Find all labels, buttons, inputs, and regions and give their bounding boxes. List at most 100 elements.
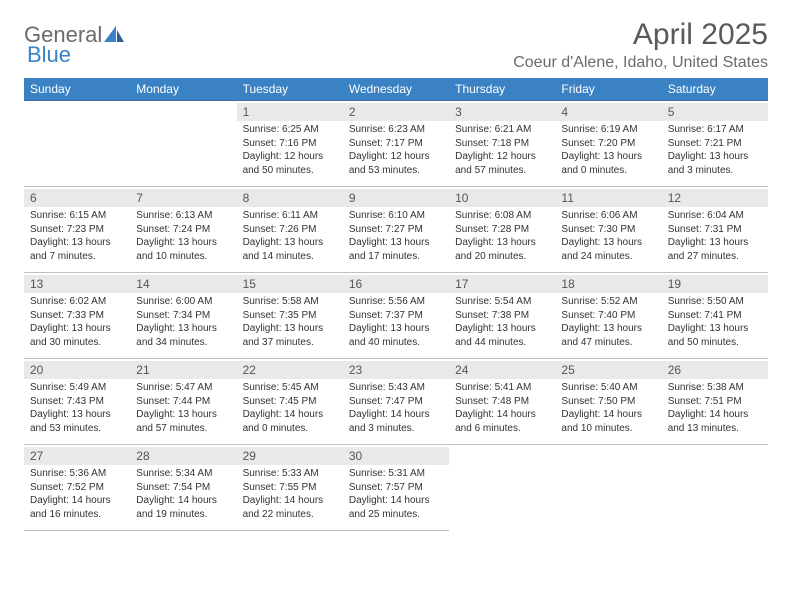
sunrise-line: Sunrise: 5:56 AM: [349, 296, 425, 307]
day-number: 19: [662, 275, 768, 293]
month-title: April 2025: [513, 18, 768, 52]
day-number: 10: [449, 189, 555, 207]
day-number: 23: [343, 361, 449, 379]
location: Coeur d'Alene, Idaho, United States: [513, 54, 768, 72]
day-details: Sunrise: 5:52 AMSunset: 7:40 PMDaylight:…: [561, 295, 655, 349]
daylight-line: Daylight: 13 hours and 24 minutes.: [561, 237, 642, 262]
day-cell: 6Sunrise: 6:15 AMSunset: 7:23 PMDaylight…: [24, 187, 130, 273]
day-cell: 17Sunrise: 5:54 AMSunset: 7:38 PMDayligh…: [449, 273, 555, 359]
logo-text-2: Blue: [27, 42, 71, 68]
sunrise-line: Sunrise: 5:38 AM: [668, 382, 744, 393]
day-number: 30: [343, 447, 449, 465]
day-number: 18: [555, 275, 661, 293]
sunset-line: Sunset: 7:27 PM: [349, 224, 423, 235]
sunrise-line: Sunrise: 5:54 AM: [455, 296, 531, 307]
day-cell: 16Sunrise: 5:56 AMSunset: 7:37 PMDayligh…: [343, 273, 449, 359]
sunset-line: Sunset: 7:16 PM: [243, 138, 317, 149]
day-number: 12: [662, 189, 768, 207]
daylight-line: Daylight: 13 hours and 0 minutes.: [561, 151, 642, 176]
sunrise-line: Sunrise: 5:50 AM: [668, 296, 744, 307]
daylight-line: Daylight: 13 hours and 27 minutes.: [668, 237, 749, 262]
weekday-header-row: Sunday Monday Tuesday Wednesday Thursday…: [24, 78, 768, 101]
weekday-header: Thursday: [449, 78, 555, 101]
header: General April 2025 Coeur d'Alene, Idaho,…: [24, 18, 768, 72]
sunrise-line: Sunrise: 5:58 AM: [243, 296, 319, 307]
weekday-header: Friday: [555, 78, 661, 101]
day-cell: 8Sunrise: 6:11 AMSunset: 7:26 PMDaylight…: [237, 187, 343, 273]
sunrise-line: Sunrise: 5:41 AM: [455, 382, 531, 393]
daylight-line: Daylight: 14 hours and 25 minutes.: [349, 495, 430, 520]
day-number: 11: [555, 189, 661, 207]
daylight-line: Daylight: 13 hours and 17 minutes.: [349, 237, 430, 262]
day-cell: 14Sunrise: 6:00 AMSunset: 7:34 PMDayligh…: [130, 273, 236, 359]
sunrise-line: Sunrise: 6:17 AM: [668, 124, 744, 135]
calendar-table: Sunday Monday Tuesday Wednesday Thursday…: [24, 78, 768, 531]
sunset-line: Sunset: 7:41 PM: [668, 310, 742, 321]
day-cell: 2Sunrise: 6:23 AMSunset: 7:17 PMDaylight…: [343, 101, 449, 187]
day-number: 3: [449, 103, 555, 121]
sunset-line: Sunset: 7:54 PM: [136, 482, 210, 493]
day-cell: 26Sunrise: 5:38 AMSunset: 7:51 PMDayligh…: [662, 359, 768, 445]
sunrise-line: Sunrise: 6:04 AM: [668, 210, 744, 221]
day-number: 28: [130, 447, 236, 465]
sunset-line: Sunset: 7:57 PM: [349, 482, 423, 493]
daylight-line: Daylight: 14 hours and 6 minutes.: [455, 409, 536, 434]
sunset-line: Sunset: 7:50 PM: [561, 396, 635, 407]
day-details: Sunrise: 5:58 AMSunset: 7:35 PMDaylight:…: [243, 295, 337, 349]
sunset-line: Sunset: 7:40 PM: [561, 310, 635, 321]
sunrise-line: Sunrise: 6:15 AM: [30, 210, 106, 221]
day-number: 24: [449, 361, 555, 379]
day-details: Sunrise: 6:25 AMSunset: 7:16 PMDaylight:…: [243, 123, 337, 177]
week-row: 13 Sunrise: 6:02 AMSunset: 7:33 PMDayligh…: [24, 273, 768, 359]
daylight-line: Daylight: 13 hours and 40 minutes.: [349, 323, 430, 348]
day-cell: [24, 101, 130, 187]
week-row: 27Sunrise: 5:36 AMSunset: 7:52 PMDayligh…: [24, 445, 768, 531]
day-number: 13: [24, 275, 130, 293]
day-cell: [130, 101, 236, 187]
daylight-line: Daylight: 13 hours and 14 minutes.: [243, 237, 324, 262]
sunrise-line: Sunrise: 5:47 AM: [136, 382, 212, 393]
daylight-line: Daylight: 13 hours and 30 minutes.: [30, 323, 111, 348]
day-number: 5: [662, 103, 768, 121]
day-details: Sunrise: 6:02 AMSunset: 7:33 PMDaylight:…: [30, 295, 124, 349]
day-details: Sunrise: 5:47 AMSunset: 7:44 PMDaylight:…: [136, 381, 230, 435]
day-cell: 15 Sunrise: 5:58 AMSunset: 7:35 PMDayligh…: [237, 273, 343, 359]
sunset-line: Sunset: 7:43 PM: [30, 396, 104, 407]
sunrise-line: Sunrise: 5:40 AM: [561, 382, 637, 393]
day-number: 15: [237, 275, 343, 293]
day-details: Sunrise: 5:31 AM Sunset: 7:57 PM Daylight:…: [349, 467, 443, 521]
sunrise-line: Sunrise: 5:34 AM: [136, 468, 212, 479]
day-details: Sunrise: 5:34 AM Sunset: 7:54 PM Daylight:…: [136, 467, 230, 521]
daylight-line: Daylight: 13 hours and 53 minutes.: [30, 409, 111, 434]
daylight-line: Daylight: 14 hours and 19 minutes.: [136, 495, 217, 520]
day-number: 20: [24, 361, 130, 379]
sunset-line: Sunset: 7:28 PM: [455, 224, 529, 235]
day-cell: 23Sunrise: 5:43 AMSunset: 7:47 PMDayligh…: [343, 359, 449, 445]
day-cell: 24 Sunrise: 5:41 AM Sunset: 7:48 PM Dayligh…: [449, 359, 555, 445]
daylight-line: Daylight: 13 hours and 50 minutes.: [668, 323, 749, 348]
daylight-line: Daylight: 14 hours and 0 minutes.: [243, 409, 324, 434]
sunrise-line: Sunrise: 5:49 AM: [30, 382, 106, 393]
sunrise-line: Sunrise: 6:13 AM: [136, 210, 212, 221]
day-details: Sunrise: 5:33 AMSunset: 7:55 PMDaylight:…: [243, 467, 337, 521]
sunrise-line: Sunrise: 6:02 AM: [30, 296, 106, 307]
calendar-body: 1 Sunrise: 6:25 AMSunset: 7:16 PMDaylight…: [24, 101, 768, 531]
day-cell: 22Sunrise: 5:45 AMSunset: 7:45 PMDayligh…: [237, 359, 343, 445]
sunrise-line: Sunrise: 5:31 AM: [349, 468, 425, 479]
day-cell: 7Sunrise: 6:13 AMSunset: 7:24 PMDaylight…: [130, 187, 236, 273]
day-cell: [662, 445, 768, 531]
sunset-line: Sunset: 7:31 PM: [668, 224, 742, 235]
sunset-line: Sunset: 7:21 PM: [668, 138, 742, 149]
sunset-line: Sunset: 7:30 PM: [561, 224, 635, 235]
day-number: 1: [237, 103, 343, 121]
day-cell: 10Sunrise: 6:08 AMSunset: 7:28 PMDayligh…: [449, 187, 555, 273]
sunrise-line: Sunrise: 6:23 AM: [349, 124, 425, 135]
sunset-line: Sunset: 7:48 PM: [455, 396, 529, 407]
day-cell: 28 Sunrise: 5:34 AM Sunset: 7:54 PM Dayligh…: [130, 445, 236, 531]
weekday-header: Wednesday: [343, 78, 449, 101]
sunset-line: Sunset: 7:18 PM: [455, 138, 529, 149]
sunset-line: Sunset: 7:44 PM: [136, 396, 210, 407]
day-details: Sunrise: 5:36 AMSunset: 7:52 PMDaylight:…: [30, 467, 124, 521]
day-cell: 30 Sunrise: 5:31 AM Sunset: 7:57 PM Dayligh…: [343, 445, 449, 531]
sunrise-line: Sunrise: 5:43 AM: [349, 382, 425, 393]
